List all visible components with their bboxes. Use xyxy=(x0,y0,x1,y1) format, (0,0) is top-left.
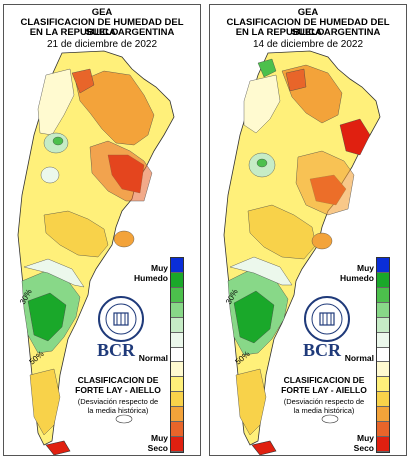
region-normal-northwest xyxy=(243,74,281,134)
legend-swatch xyxy=(377,422,389,438)
legend-label-normal: Normal xyxy=(344,353,374,363)
legend-label-seco: Seco xyxy=(353,443,374,453)
legend-swatch xyxy=(171,272,183,288)
classification-line1: CLASIFICACION DE xyxy=(77,375,159,385)
legend-swatch xyxy=(171,317,183,333)
panel-title-line3: EN LA REPUBLICA ARGENTINA xyxy=(29,27,175,38)
region-dry-northeast xyxy=(75,70,155,146)
region-dry-south xyxy=(235,368,267,436)
region-wet-northwest xyxy=(257,58,277,78)
description-line2: la media histórica) xyxy=(293,406,355,415)
legend-swatch xyxy=(171,422,183,438)
argentina-soil-moisture-map: 30% 50% xyxy=(223,50,381,455)
legend-swatch xyxy=(171,407,183,423)
map-panel-left: GEA CLASIFICACION DE HUMEDAD DEL SUELO E… xyxy=(3,4,201,456)
classification-line2: FORTE LAY - AIELLO xyxy=(75,385,161,395)
panel-date: 14 de diciembre de 2022 xyxy=(252,39,364,50)
legend-swatch xyxy=(377,287,389,303)
region-wet-patagonia-core xyxy=(27,292,67,342)
region-dry-buenos-aires xyxy=(247,204,317,260)
legend-label-muy-bottom: Muy xyxy=(357,433,374,443)
malvinas-islands xyxy=(321,414,339,424)
region-wet-center-core xyxy=(256,158,268,168)
bcr-seal-logo xyxy=(304,296,350,342)
tierra-del-fuego xyxy=(251,440,277,455)
region-wet-center2 xyxy=(40,166,60,184)
panel-title-line1: GEA xyxy=(297,7,319,18)
tierra-del-fuego xyxy=(45,440,71,455)
malvinas-islands xyxy=(115,414,133,424)
legend-swatch xyxy=(377,332,389,348)
legend-swatch xyxy=(377,272,389,288)
region-wet-patagonia-core xyxy=(233,290,275,344)
legend-label-humedo: Humedo xyxy=(134,273,168,283)
region-dry-patch xyxy=(113,230,135,248)
region-very-dry-north xyxy=(71,68,95,94)
legend-label-muy-top: Muy xyxy=(151,263,168,273)
legend-label-seco: Seco xyxy=(147,443,168,453)
classification-line2: FORTE LAY - AIELLO xyxy=(281,385,367,395)
panel-title-line2: CLASIFICACION DE HUMEDAD DEL SUELO xyxy=(20,17,184,38)
region-normal-northwest xyxy=(37,68,75,136)
legend-swatch xyxy=(171,258,183,273)
legend-label-muy-bottom: Muy xyxy=(151,433,168,443)
panel-title-line1: GEA xyxy=(91,7,113,18)
legend-swatch xyxy=(171,392,183,408)
legend-label-humedo: Humedo xyxy=(340,273,374,283)
region-dry-patch xyxy=(311,232,333,250)
legend-color-scale xyxy=(170,257,184,453)
region-normal-patagonia xyxy=(229,256,293,286)
panel-title-line3: EN LA REPUBLICA ARGENTINA xyxy=(235,27,381,38)
region-dry-south xyxy=(29,368,61,436)
legend-swatch xyxy=(171,377,183,393)
legend-swatch xyxy=(377,392,389,408)
legend-swatch xyxy=(377,407,389,423)
map-panel-right: GEA CLASIFICACION DE HUMEDAD DEL SUELO E… xyxy=(209,4,407,456)
classification-line1: CLASIFICACION DE xyxy=(283,375,365,385)
description-line1: (Desviación respecto de xyxy=(77,397,159,406)
region-very-dry-northeast xyxy=(339,118,371,156)
description-line2: la media histórica) xyxy=(87,406,149,415)
panel-date: 21 de diciembre de 2022 xyxy=(46,39,158,50)
region-dry-east xyxy=(295,150,355,216)
argentina-soil-moisture-map: 30% 50% xyxy=(17,50,175,455)
legend-swatch xyxy=(171,287,183,303)
legend-swatch xyxy=(171,302,183,318)
region-very-dry-north xyxy=(285,68,307,92)
legend-label-normal: Normal xyxy=(138,353,168,363)
legend-swatch xyxy=(377,347,389,363)
legend-label-muy-top: Muy xyxy=(357,263,374,273)
region-normal-patagonia xyxy=(23,258,85,288)
legend-swatch xyxy=(377,317,389,333)
legend-swatch xyxy=(171,362,183,378)
legend-swatch xyxy=(171,332,183,348)
legend-swatch xyxy=(377,302,389,318)
legend-swatch xyxy=(377,258,389,273)
legend-swatch xyxy=(377,437,389,452)
bcr-logo-text: BCR xyxy=(303,340,342,360)
legend-swatch xyxy=(377,362,389,378)
legend-swatch xyxy=(171,347,183,363)
bcr-logo-text: BCR xyxy=(97,340,136,360)
region-dry-east-outer xyxy=(89,140,153,202)
legend-swatch xyxy=(171,437,183,452)
region-wet-center-core xyxy=(52,136,64,146)
panel-title-line2: CLASIFICACION DE HUMEDAD DEL SUELO xyxy=(226,17,390,38)
description-line1: (Desviación respecto de xyxy=(283,397,365,406)
legend-swatch xyxy=(377,377,389,393)
bcr-seal-logo xyxy=(98,296,144,342)
legend-color-scale xyxy=(376,257,390,453)
region-dry-buenos-aires xyxy=(43,210,109,258)
